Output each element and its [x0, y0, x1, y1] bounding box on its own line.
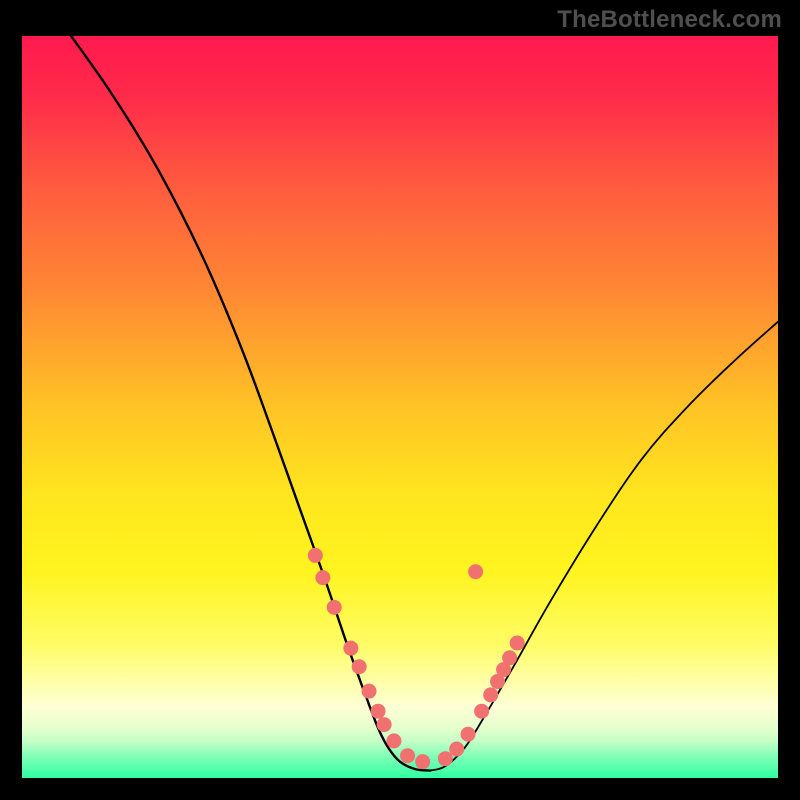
chart-container: TheBottleneck.com	[0, 0, 800, 800]
watermark-text: TheBottleneck.com	[557, 6, 782, 34]
bottleneck-chart	[0, 0, 800, 800]
